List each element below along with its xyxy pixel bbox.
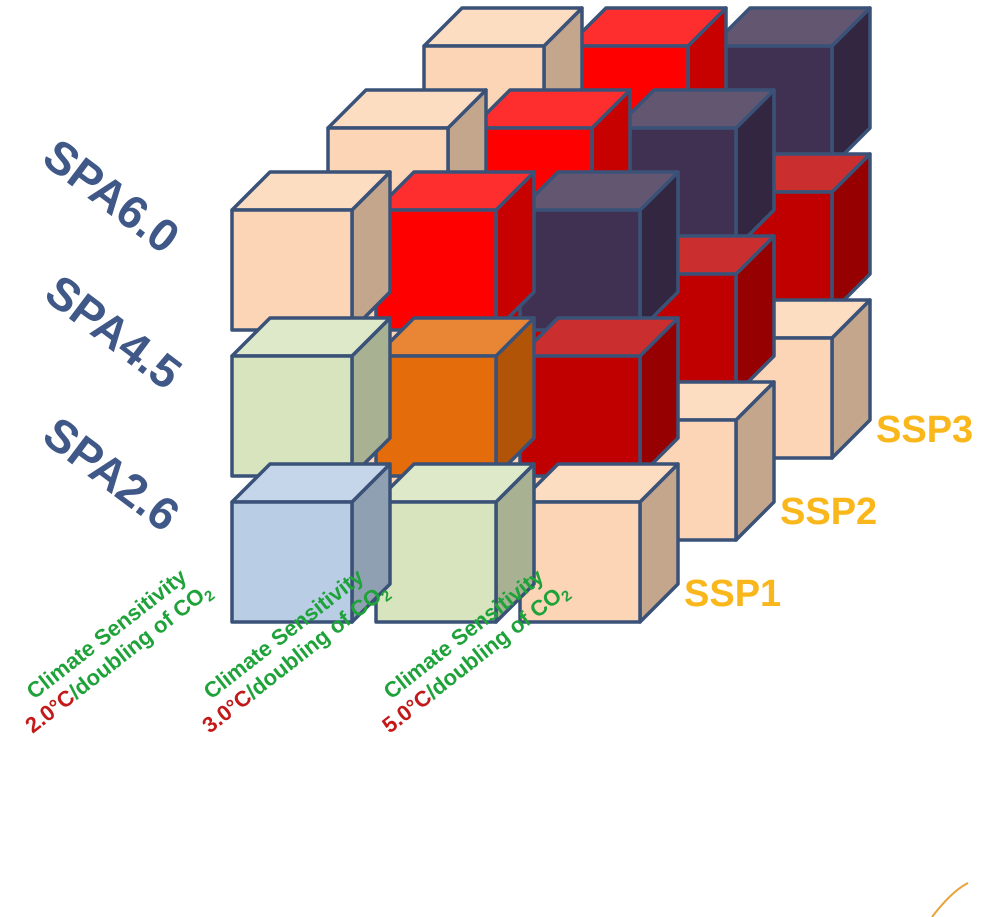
cube-front-face — [518, 354, 642, 478]
cube-d0-r2-c2 — [518, 170, 680, 332]
cube-d0-r0-c0 — [230, 462, 392, 624]
ssp-label-1: SSP1 — [684, 573, 781, 615]
ssp-labels: SSP3 SSP2 SSP1 — [684, 409, 973, 615]
cube-front-face — [374, 208, 498, 332]
swoosh-decoration — [931, 882, 969, 917]
ssp-label-2: SSP2 — [780, 491, 877, 533]
spa-label-2-6: SPA2.6 — [34, 406, 189, 541]
cube-d0-r0-c1 — [374, 462, 536, 624]
spa-label-6-0: SPA6.0 — [34, 128, 189, 263]
ssp-label-3: SSP3 — [876, 409, 973, 451]
cube-front-face — [518, 208, 642, 332]
cube-d0-r2-c0 — [230, 170, 392, 332]
cube-front-face — [230, 500, 354, 624]
cube-front-face — [230, 208, 354, 332]
cube-d0-r2-c1 — [374, 170, 536, 332]
sensitivity-label-2-0: Climate Sensitivity 2.0°C/doubling of CO… — [20, 563, 218, 742]
cube-front-face — [374, 500, 498, 624]
spa-labels: SPA6.0 SPA4.5 SPA2.6 — [34, 128, 191, 541]
cube-d0-r1-c0 — [230, 316, 392, 478]
spa-label-4-5: SPA4.5 — [36, 264, 191, 399]
cube-front-face — [374, 354, 498, 478]
cube-d0-r1-c1 — [374, 316, 536, 478]
cube-d0-r0-c2 — [518, 462, 680, 624]
cube-grid — [230, 6, 872, 624]
sensitivity-value: 2.0°C/doubling of CO2 — [20, 578, 218, 742]
cube-d0-r1-c2 — [518, 316, 680, 478]
cube-front-face — [230, 354, 354, 478]
